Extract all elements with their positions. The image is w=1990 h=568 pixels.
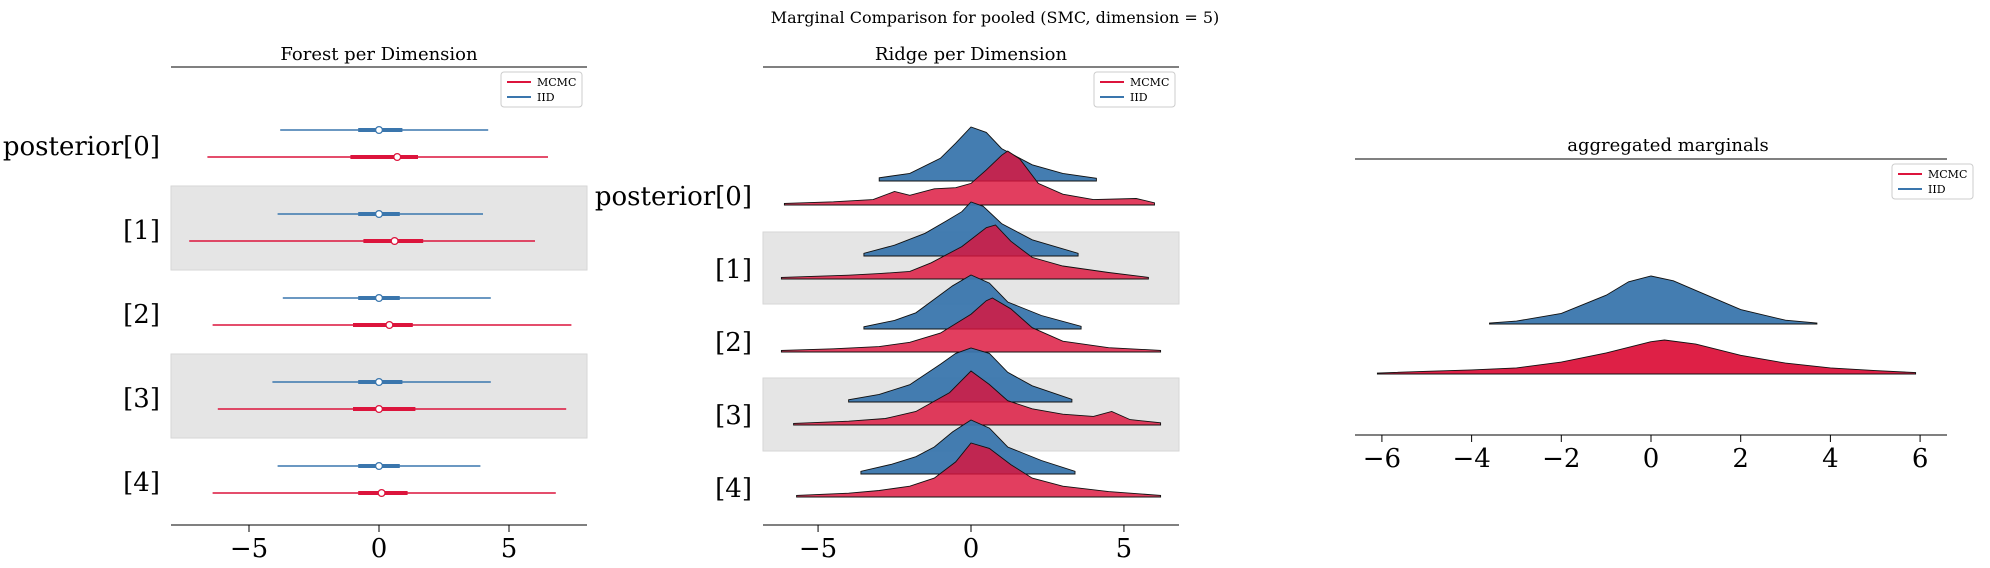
ridge-density-iid (863, 201, 1079, 257)
forest-legend-frame (500, 71, 583, 108)
ridge-density-mcmc (780, 297, 1162, 353)
aggregate-title: aggregated marginals (1567, 135, 1768, 156)
aggregate-legend-label: MCMC (1928, 168, 1967, 181)
aggregate-tick-label: 4 (1822, 444, 1839, 474)
forest-median-iid (374, 377, 384, 387)
forest-median-mcmc (393, 152, 402, 162)
ridge-marks (780, 126, 1162, 498)
forest-legend-label: MCMC (537, 76, 576, 89)
ridge-density-mcmc (783, 150, 1155, 206)
forest-row-label: [3] (123, 384, 160, 414)
forest-tick-label: 0 (371, 534, 388, 564)
forest-row-label: [1] (123, 216, 160, 246)
ridge-density-mcmc (780, 224, 1149, 280)
ridge-legend-label: IID (1130, 91, 1148, 104)
forest-x-ticks: −5 0 5 (230, 525, 517, 564)
ridge-row-label: [1] (715, 255, 752, 285)
ridge-density-iid (878, 126, 1097, 182)
forest-row-labels: posterior[0] [1] [2] [3] [4] (3, 132, 160, 498)
ridge-legend: MCMC IID (1093, 71, 1176, 108)
aggregate-legend-frame (1891, 163, 1974, 200)
aggregate-x-ticks: −6 −4 −2 0 2 4 6 (1363, 435, 1929, 474)
ridge-x-ticks: −5 0 5 (799, 525, 1132, 564)
aggregate-marks (1376, 275, 1917, 375)
aggregate-tick-label: 2 (1732, 444, 1749, 474)
forest-median-mcmc (374, 404, 384, 414)
forest-tick-label: 5 (501, 534, 518, 564)
forest-median-mcmc (390, 236, 399, 246)
forest-median-iid (374, 293, 384, 303)
forest-legend-label: IID (537, 91, 555, 104)
forest-median-mcmc (377, 488, 386, 498)
ridge-tick-label: 0 (963, 534, 980, 564)
forest-legend: MCMC IID (500, 71, 583, 108)
ridge-title: Ridge per Dimension (875, 44, 1068, 65)
ridge-row-label: [4] (715, 474, 752, 504)
forest-band (170, 185, 588, 271)
aggregate-tick-label: 6 (1912, 444, 1929, 474)
forest-median-iid (374, 461, 384, 471)
forest-marks (189, 125, 572, 498)
aggregate-legend: MCMC IID (1891, 163, 1974, 200)
aggregate-density-iid (1489, 275, 1818, 325)
ridge-density-iid (863, 274, 1082, 330)
ridge-row-labels: posterior[0] [1] [2] [3] [4] (595, 182, 752, 504)
aggregate-legend-label: IID (1928, 183, 1946, 196)
aggregate-panel: aggregated marginals −6 −4 −2 0 2 4 6 MCMC IID (1355, 135, 1974, 474)
ridge-tick-label: 5 (1116, 534, 1133, 564)
ridge-legend-label: MCMC (1130, 76, 1169, 89)
aggregate-tick-label: −2 (1542, 444, 1580, 474)
ridge-row-label: [3] (715, 401, 752, 431)
aggregate-density-mcmc (1376, 339, 1917, 375)
ridge-density-mcmc (793, 370, 1162, 426)
ridge-row-label: posterior[0] (595, 182, 752, 212)
forest-median-mcmc (385, 320, 394, 330)
ridge-legend-frame (1093, 71, 1176, 108)
ridge-tick-label: −5 (799, 534, 837, 564)
ridge-density-iid (848, 347, 1073, 403)
forest-title: Forest per Dimension (280, 44, 478, 65)
ridge-row-label: [2] (715, 328, 752, 358)
forest-band (170, 353, 588, 439)
ridge-panel: Ridge per Dimension posterior[0] [1] [2] [3… (595, 44, 1180, 564)
forest-median-iid (374, 125, 384, 135)
figure-suptitle: Marginal Comparison for pooled (SMC, dim… (771, 8, 1220, 27)
aggregate-tick-label: −4 (1452, 444, 1490, 474)
aggregate-tick-label: 0 (1643, 444, 1660, 474)
forest-row-label: posterior[0] (3, 132, 160, 162)
forest-median-iid (374, 209, 384, 219)
forest-bands (170, 185, 588, 439)
forest-row-label: [4] (123, 468, 160, 498)
forest-panel: Forest per Dimension posterior[0] [1] [2] [… (3, 44, 588, 564)
forest-row-label: [2] (123, 300, 160, 330)
ridge-density-mcmc (796, 442, 1162, 498)
aggregate-tick-label: −6 (1363, 444, 1401, 474)
forest-tick-label: −5 (230, 534, 268, 564)
